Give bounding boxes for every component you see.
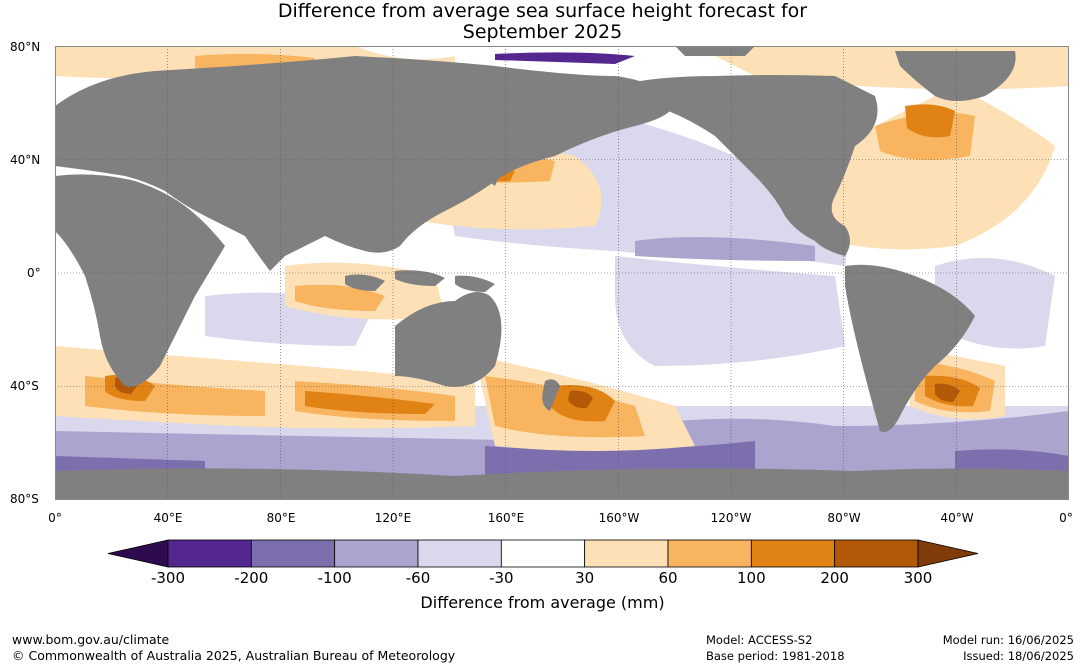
colorbar-tick-label: -300 bbox=[150, 569, 186, 587]
colorbar-swatch bbox=[250, 539, 336, 568]
antarctica-landmass bbox=[55, 468, 1069, 500]
greenland-landmass bbox=[895, 51, 1016, 101]
colorbar-swatch bbox=[417, 539, 502, 568]
footer-model-run: Model run: 16/06/2025 bbox=[942, 633, 1074, 647]
north-america-landmass bbox=[615, 75, 878, 256]
colorbar-tick-label: -100 bbox=[317, 569, 352, 587]
lon-label-40w: 40°W bbox=[940, 511, 974, 525]
footer-url: www.bom.gov.au/climate bbox=[12, 632, 170, 647]
colorbar-tick-label: 200 bbox=[820, 569, 849, 587]
colorbar-swatch bbox=[584, 539, 669, 568]
graticule bbox=[55, 46, 1069, 500]
colorbar-swatch bbox=[167, 539, 252, 568]
map-title-line-2: September 2025 bbox=[462, 21, 623, 43]
colorbar-tick-label: 300 bbox=[903, 569, 933, 587]
colorbar-tick-label: -60 bbox=[405, 569, 431, 587]
colorbar-tick-label: 100 bbox=[737, 569, 766, 587]
lon-label-120w: 120°W bbox=[710, 511, 752, 525]
lon-label-160w: 160°W bbox=[598, 511, 640, 525]
lat-label-40s: 40°S bbox=[10, 379, 39, 393]
colorbar-tick-label: 30 bbox=[575, 569, 595, 587]
footer-issued: Issued: 18/06/2025 bbox=[963, 649, 1074, 663]
south-america-landmass bbox=[845, 264, 975, 432]
lon-label-120e: 120°E bbox=[374, 511, 412, 525]
lon-label-0-left: 0° bbox=[48, 511, 62, 525]
footer-copyright: © Commonwealth of Australia 2025, Austra… bbox=[12, 648, 456, 663]
colorbar-swatches bbox=[107, 539, 979, 568]
colorbar-swatch bbox=[834, 539, 919, 568]
lat-label-40n: 40°N bbox=[10, 153, 41, 167]
sea-surface-height-map bbox=[55, 46, 1069, 500]
australia-landmass bbox=[395, 292, 502, 387]
land-layer bbox=[55, 46, 1069, 500]
lon-label-40e: 40°E bbox=[153, 511, 183, 525]
africa-landmass bbox=[55, 174, 225, 387]
colorbar-swatch bbox=[500, 539, 586, 568]
map-frame bbox=[55, 46, 1069, 500]
map-canvas bbox=[55, 46, 1069, 500]
colorbar-swatch bbox=[750, 539, 836, 568]
lat-label-equator: 0° bbox=[27, 266, 41, 280]
lat-label-80n: 80°N bbox=[10, 40, 41, 54]
lon-label-80e: 80°E bbox=[266, 511, 296, 525]
eurasia-landmass bbox=[55, 56, 675, 271]
colorbar-swatch bbox=[667, 539, 752, 568]
colorbar-tick-label: 60 bbox=[658, 569, 678, 587]
footer-base-period: Base period: 1981-2018 bbox=[706, 649, 845, 663]
colorbar-swatch bbox=[334, 539, 419, 568]
colorbar-tick-label: -200 bbox=[234, 569, 269, 587]
colorbar-arrow-high bbox=[917, 539, 979, 568]
colorbar-tick-label: -30 bbox=[489, 569, 514, 587]
lon-label-160e: 160°E bbox=[487, 511, 525, 525]
lon-label-0-right: 0° bbox=[1059, 511, 1073, 525]
lon-label-80w: 80°W bbox=[827, 511, 861, 525]
colorbar-title: Difference from average (mm) bbox=[420, 593, 665, 612]
footer-model: Model: ACCESS-S2 bbox=[706, 633, 813, 647]
map-title-line-1: Difference from average sea surface heig… bbox=[277, 0, 808, 22]
colorbar-arrow-low bbox=[107, 539, 169, 568]
lat-label-80s: 80°S bbox=[10, 492, 39, 506]
